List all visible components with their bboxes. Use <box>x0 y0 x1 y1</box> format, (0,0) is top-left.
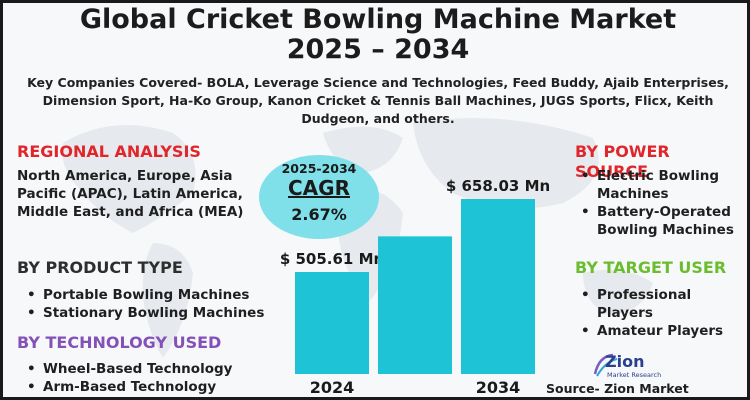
page-title: Global Cricket Bowling Machine Market 20… <box>3 4 747 65</box>
cagr-label: CAGR <box>288 176 350 200</box>
cagr-badge: 2025-2034 CAGR 2.67% <box>259 155 379 239</box>
regional-analysis-heading: REGIONAL ANALYSIS <box>17 142 201 161</box>
product-type-list: Portable Bowling Machines Stationary Bow… <box>25 286 264 322</box>
bar-data-label: $ 658.03 Mn <box>446 177 550 195</box>
power-source-list: Electric Bowling Machines Battery-Operat… <box>579 167 747 239</box>
title-line-1: Global Cricket Bowling Machine Market <box>79 4 677 35</box>
technology-list: Wheel-Based Technology Arm-Based Technol… <box>25 360 232 396</box>
chart-bar <box>461 199 535 374</box>
bar-data-label: $ 505.61 Mn <box>280 250 384 268</box>
zion-logo: Zion Market Research <box>591 350 671 380</box>
list-item: Battery-Operated Bowling Machines <box>579 203 747 239</box>
x-tick-label: 2034 <box>476 378 521 397</box>
cagr-period: 2025-2034 <box>281 161 357 176</box>
technology-heading: BY TECHNOLOGY USED <box>17 333 222 352</box>
product-type-heading: BY PRODUCT TYPE <box>17 258 183 277</box>
title-line-2: 2025 – 2034 <box>286 34 470 65</box>
x-tick-label: 2024 <box>310 378 355 397</box>
list-item: Amateur Players <box>579 322 729 340</box>
list-item: Electric Bowling Machines <box>579 167 747 203</box>
regional-analysis-text: North America, Europe, Asia Pacific (APA… <box>17 168 244 220</box>
list-item: Stationary Bowling Machines <box>25 304 264 322</box>
cagr-value: 2.67% <box>291 205 347 224</box>
target-user-heading: BY TARGET USER <box>575 258 727 277</box>
chart-bar <box>295 272 369 374</box>
key-companies-text: Key Companies Covered- BOLA, Leverage Sc… <box>27 75 729 126</box>
list-item: Portable Bowling Machines <box>25 286 264 304</box>
market-size-bar-chart: $ 505.61 Mn 2024 $ 658.03 Mn 2034 <box>280 177 550 397</box>
list-item: Wheel-Based Technology <box>25 360 232 378</box>
chart-bar <box>378 236 452 374</box>
logo-subtitle: Market Research <box>607 371 661 379</box>
list-item: Arm-Based Technology <box>25 378 232 396</box>
source-credit: Source- Zion Market Research <box>546 381 689 397</box>
target-user-list: Professional Players Amateur Players <box>579 286 729 340</box>
logo-wordmark: Zion <box>605 352 644 371</box>
list-item: Professional Players <box>579 286 729 322</box>
